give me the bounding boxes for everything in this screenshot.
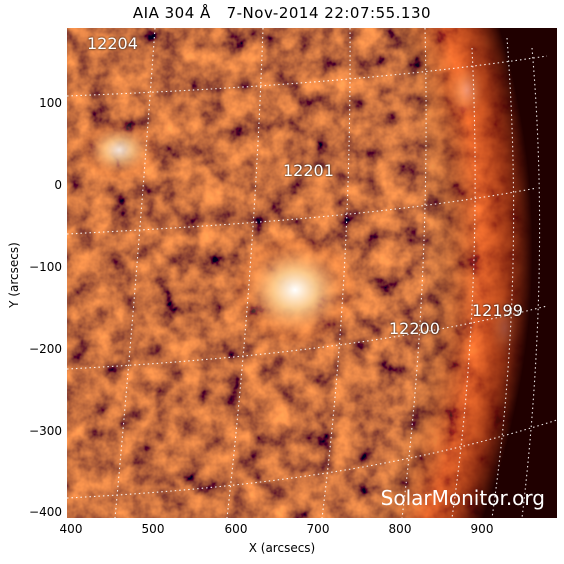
region-label: 12201: [283, 161, 334, 180]
x-tick-label: 700: [306, 522, 330, 536]
x-tick-label: 400: [59, 522, 83, 536]
x-axis-label: X (arcsecs): [248, 541, 316, 555]
x-tick-label: 800: [388, 522, 412, 536]
x-tick-label: 600: [224, 522, 248, 536]
sun-surface: [67, 28, 557, 518]
y-tick-label: −200: [29, 342, 62, 356]
y-axis-label: Y (arcsecs): [7, 242, 21, 308]
region-label: 12204: [87, 34, 138, 53]
watermark: SolarMonitor.org: [380, 486, 545, 510]
y-tick-label: −100: [29, 260, 62, 274]
x-tick-label: 900: [470, 522, 494, 536]
coordinate-grid: [67, 28, 557, 518]
region-label: 12200: [389, 319, 440, 338]
region-label: 12199: [472, 301, 523, 320]
y-tick-label: 100: [39, 96, 62, 110]
y-tick-label: 0: [54, 178, 62, 192]
image-title: AIA 304 Å 7-Nov-2014 22:07:55.130: [132, 4, 432, 22]
solar-image: 12204 12201 12200 12199 SolarMonitor.org: [67, 28, 557, 518]
x-tick-label: 500: [141, 522, 165, 536]
y-tick-label: −300: [29, 424, 62, 438]
y-tick-label: −400: [29, 505, 62, 519]
